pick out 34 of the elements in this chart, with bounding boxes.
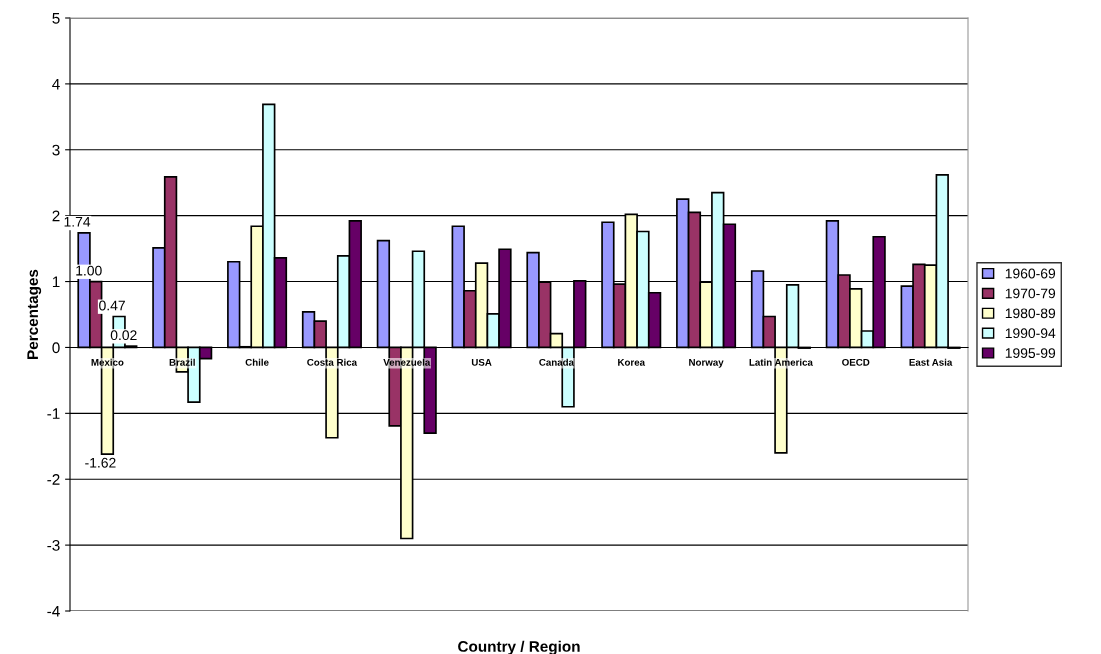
y-tick-label: 4 (52, 78, 60, 90)
x-axis-title: Country / Region (458, 640, 580, 654)
data-label: 0.47 (99, 300, 125, 311)
legend-label: 1970-79 (1005, 288, 1056, 299)
x-tick-label: East Asia (909, 358, 953, 366)
data-label: -1.62 (85, 457, 116, 468)
y-axis-title: Percentages (27, 269, 42, 359)
y-tick-label: -3 (47, 539, 60, 551)
y-tick-label: 5 (52, 13, 60, 24)
y-tick-label: 3 (52, 144, 60, 156)
y-tick-label: -4 (47, 606, 60, 617)
x-tick-label: Chile (245, 358, 269, 366)
x-tick-label: Latin America (749, 358, 813, 366)
y-tick-label: -2 (47, 474, 60, 485)
x-tick-label: Korea (618, 359, 646, 366)
x-tick-label: Mexico (91, 358, 124, 366)
data-label: 1.00 (76, 265, 102, 276)
x-tick-label: Venezuela (383, 358, 431, 366)
y-tick-label: 1 (52, 276, 60, 288)
x-tick-label: Costa Rica (307, 358, 358, 366)
y-tick-label: -1 (47, 408, 60, 419)
y-tick-label: 2 (52, 210, 60, 222)
x-tick-label: Brazil (169, 358, 195, 366)
y-tick-label: 0 (52, 342, 60, 354)
x-tick-label: Norway (689, 359, 724, 368)
x-tick-label: USA (471, 358, 492, 366)
data-label: 0.02 (110, 330, 137, 341)
x-tick-label: OECD (842, 358, 870, 366)
legend-label: 1980-89 (1005, 308, 1056, 319)
data-label: 1.74 (64, 217, 91, 227)
legend-label: 1990-94 (1005, 328, 1056, 339)
legend-label: 1960-69 (1005, 268, 1056, 279)
x-tick-label: Canada (539, 358, 575, 366)
legend-label: 1995-99 (1005, 348, 1056, 359)
